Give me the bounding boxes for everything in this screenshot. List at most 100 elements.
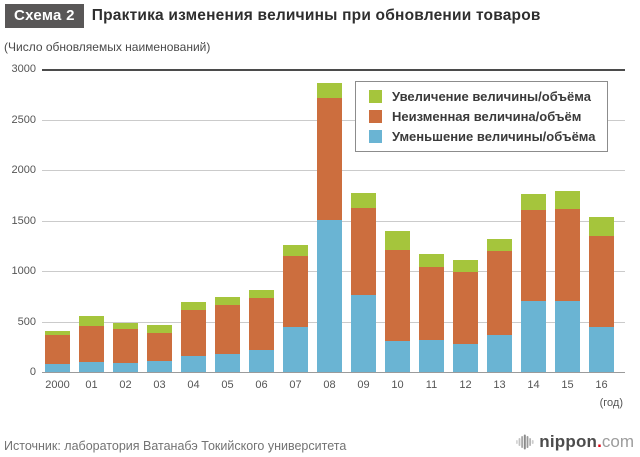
unchanged-swatch-icon xyxy=(369,109,382,123)
x-tick-label-16: 16 xyxy=(595,379,608,391)
segment-07 xyxy=(283,255,308,327)
segment-06 xyxy=(249,297,274,350)
gridline-0 xyxy=(42,372,625,373)
segment-09 xyxy=(351,295,376,372)
legend-item-increase: Увеличение величины/объёма xyxy=(369,88,607,106)
bar-13 xyxy=(487,239,512,372)
segment-13 xyxy=(487,251,512,335)
bar-15 xyxy=(555,191,580,372)
logo-dot: . xyxy=(597,432,602,451)
segment-03 xyxy=(147,361,172,372)
segment-09 xyxy=(351,192,376,208)
y-tick-label-500: 500 xyxy=(17,315,36,328)
segment-10 xyxy=(385,230,410,251)
segment-12 xyxy=(453,343,478,372)
chart-header: Схема 2 Практика изменения величины при … xyxy=(5,4,541,28)
y-tick-label-2500: 2500 xyxy=(11,113,36,126)
segment-06 xyxy=(249,349,274,372)
bar-06 xyxy=(249,289,274,372)
segment-08 xyxy=(317,220,342,372)
bar-14 xyxy=(521,193,546,372)
legend-label-decrease: Уменьшение величины/объёма xyxy=(392,128,596,144)
x-tick-label-08: 08 xyxy=(323,379,336,391)
figure-badge: Схема 2 xyxy=(5,4,84,28)
segment-03 xyxy=(147,332,172,362)
logo-brand-text: nippon xyxy=(539,432,598,451)
x-tick-label-10: 10 xyxy=(391,379,404,391)
segment-11 xyxy=(419,253,444,267)
legend-item-unchanged: Неизменная величина/объём xyxy=(369,107,607,125)
segment-2000 xyxy=(45,331,70,335)
segment-11 xyxy=(419,340,444,372)
x-tick-label-03: 03 xyxy=(153,379,166,391)
plot-area xyxy=(42,69,625,373)
bar-2000 xyxy=(45,331,70,372)
bar-03 xyxy=(147,325,172,372)
bar-08 xyxy=(317,83,342,372)
segment-2000 xyxy=(45,334,70,364)
y-tick-label-0: 0 xyxy=(29,366,36,378)
segment-02 xyxy=(113,323,138,330)
increase-swatch-icon xyxy=(369,90,382,104)
legend-label-unchanged: Неизменная величина/объём xyxy=(392,108,582,124)
segment-05 xyxy=(215,354,240,372)
bar-01 xyxy=(79,316,104,372)
segment-15 xyxy=(555,301,580,372)
segment-07 xyxy=(283,244,308,256)
segment-06 xyxy=(249,289,274,298)
segment-04 xyxy=(181,356,206,372)
segment-10 xyxy=(385,250,410,342)
gridline-3000 xyxy=(42,69,625,71)
segment-07 xyxy=(283,326,308,372)
nippon-logo-icon xyxy=(516,434,534,450)
segment-05 xyxy=(215,304,240,355)
y-tick-label-1500: 1500 xyxy=(11,214,36,227)
bar-07 xyxy=(283,244,308,372)
legend: Увеличение величины/объёма Неизменная ве… xyxy=(355,81,608,152)
bar-11 xyxy=(419,253,444,372)
x-tick-label-12: 12 xyxy=(459,379,472,391)
bar-10 xyxy=(385,230,410,372)
x-tick-label-01: 01 xyxy=(85,379,98,391)
segment-01 xyxy=(79,362,104,372)
segment-13 xyxy=(487,239,512,252)
x-tick-label-04: 04 xyxy=(187,379,200,391)
logo-tld-text: com xyxy=(601,432,634,451)
x-tick-label-02: 02 xyxy=(119,379,132,391)
segment-05 xyxy=(215,296,240,305)
decrease-swatch-icon xyxy=(369,129,382,143)
segment-08 xyxy=(317,83,342,99)
segment-02 xyxy=(113,363,138,372)
y-axis-unit-label: (Число обновляемых наименований) xyxy=(4,40,211,54)
segment-13 xyxy=(487,334,512,372)
segment-16 xyxy=(589,217,614,236)
segment-04 xyxy=(181,309,206,357)
x-tick-label-13: 13 xyxy=(493,379,506,391)
bar-02 xyxy=(113,323,138,372)
nippon-logo: nippon. com xyxy=(516,432,634,452)
segment-14 xyxy=(521,193,546,211)
segment-15 xyxy=(555,208,580,302)
segment-12 xyxy=(453,260,478,272)
segment-10 xyxy=(385,341,410,372)
segment-14 xyxy=(521,301,546,372)
segment-14 xyxy=(521,210,546,302)
bar-05 xyxy=(215,296,240,372)
x-tick-label-05: 05 xyxy=(221,379,234,391)
source-note: Источник: лаборатория Ватанабэ Токийског… xyxy=(4,439,347,453)
bar-09 xyxy=(351,192,376,372)
y-tick-label-3000: 3000 xyxy=(11,63,36,75)
segment-03 xyxy=(147,325,172,333)
x-tick-label-14: 14 xyxy=(527,379,540,391)
segment-04 xyxy=(181,302,206,310)
segment-09 xyxy=(351,207,376,296)
segment-2000 xyxy=(45,363,70,372)
x-tick-label-11: 11 xyxy=(425,379,438,391)
x-axis-unit: (год) xyxy=(599,397,623,409)
bar-12 xyxy=(453,260,478,372)
y-tick-label-2000: 2000 xyxy=(11,164,36,176)
x-tick-label-09: 09 xyxy=(357,379,370,391)
segment-16 xyxy=(589,327,614,372)
y-tick-label-1000: 1000 xyxy=(11,265,36,277)
